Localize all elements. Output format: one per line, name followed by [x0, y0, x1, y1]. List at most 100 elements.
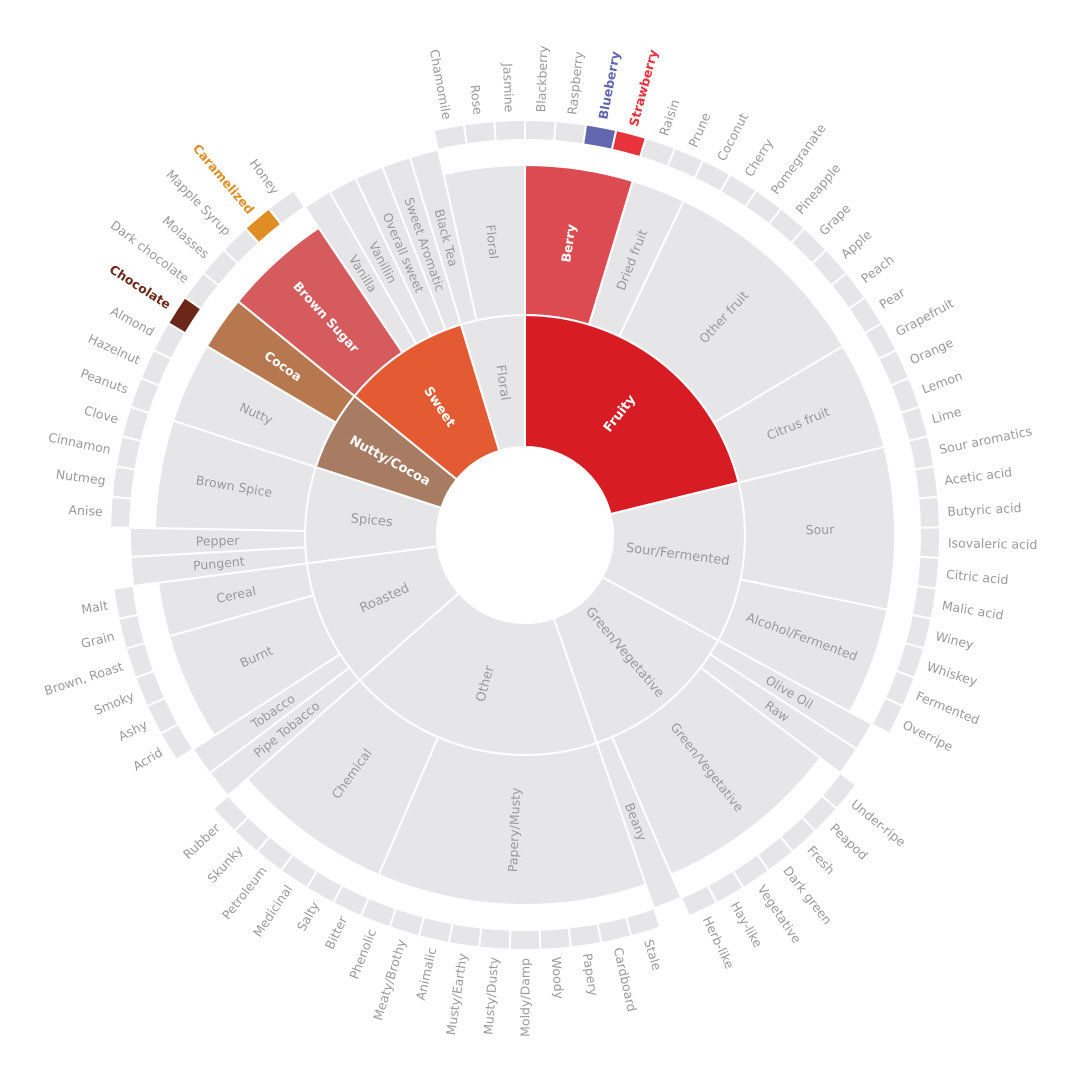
label-leaf-orange: Orange: [907, 335, 956, 368]
center-hole: [438, 448, 612, 622]
leaf-segment-overripe[interactable]: [870, 696, 905, 735]
label-leaf-molasses: Molasses: [160, 213, 213, 262]
leaf-segment-rose[interactable]: [462, 120, 497, 146]
label-leaf-cherry: Cherry: [741, 135, 776, 179]
label-leaf-pear: Pear: [876, 284, 908, 312]
label-leaf-acrid: Acrid: [130, 745, 165, 774]
leaf-segment-citric-acid[interactable]: [915, 555, 941, 590]
label-leaf-moldy-damp: Moldy/Damp: [518, 958, 533, 1037]
leaf-segment-cinnamon[interactable]: [114, 435, 143, 471]
label-leaf-sour-aromatics: Sour aromatics: [938, 423, 1033, 457]
label-leaf-chamomile: Chamomile: [427, 48, 455, 121]
label-leaf-musty-dusty: Musty/Dusty: [481, 956, 502, 1036]
leaf-segment-woody[interactable]: [538, 926, 573, 951]
label-leaf-winey: Winey: [934, 628, 976, 652]
leaf-segment-butyric-acid[interactable]: [917, 495, 941, 529]
label-leaf-isovaleric-acid: Isovaleric acid: [948, 535, 1038, 552]
label-leaf-apple: Apple: [838, 227, 875, 262]
label-leaf-clove: Clove: [82, 402, 120, 426]
leaf-segment-isovaleric-acid[interactable]: [918, 526, 941, 560]
label-leaf-anise: Anise: [68, 502, 103, 519]
label-leaf-malt: Malt: [80, 598, 109, 617]
leaf-segment-stale[interactable]: [624, 907, 662, 938]
leaf-segment-chamomile[interactable]: [432, 123, 468, 151]
label-leaf-peapod: Peapod: [827, 820, 871, 862]
leaf-segment-malic-acid[interactable]: [910, 584, 938, 620]
leaf-segment-acetic-acid[interactable]: [913, 465, 940, 500]
leaf-segment-malt[interactable]: [112, 584, 140, 620]
label-subcategory-sour: Sour: [805, 522, 835, 538]
leaf-segment-cardboard[interactable]: [596, 915, 633, 945]
leaf-segment-nutmeg[interactable]: [110, 465, 137, 500]
label-subcategory-papery-musty: Papery/Musty: [505, 787, 523, 873]
label-leaf-fermented: Fermented: [914, 688, 982, 727]
label-leaf-malic-acid: Malic acid: [941, 598, 1005, 623]
leaf-segment-raspberry[interactable]: [553, 120, 588, 146]
label-category-spices: Spices: [350, 511, 393, 530]
label-leaf-cinnamon: Cinnamon: [47, 429, 112, 457]
label-leaf-rubber: Rubber: [180, 820, 223, 862]
label-subcategory-pepper: Pepper: [196, 533, 241, 549]
label-leaf-cardboard: Cardboard: [611, 946, 640, 1013]
label-leaf-butyric-acid: Butyric acid: [947, 500, 1022, 519]
label-leaf-whiskey: Whiskey: [925, 659, 980, 690]
leaf-segment-blackberry[interactable]: [524, 118, 557, 143]
label-leaf-peanuts: Peanuts: [79, 365, 131, 396]
leaf-segment-blueberry[interactable]: [582, 123, 618, 151]
label-leaf-fresh: Fresh: [804, 843, 838, 878]
label-leaf-musty-earthy: Musty/Earthy: [443, 952, 470, 1037]
label-leaf-brown-roast: Brown, Roast: [42, 659, 125, 699]
leaf-segment-sour-aromatics[interactable]: [907, 435, 936, 471]
label-leaf-meaty-brothy: Meaty/Brothy: [370, 937, 409, 1022]
subcategory-segment-floral[interactable]: [442, 163, 526, 322]
label-leaf-almond: Almond: [108, 303, 157, 339]
label-leaf-coconut: Coconut: [714, 111, 751, 164]
leaf-segment-anise[interactable]: [109, 495, 133, 529]
label-leaf-nutmeg: Nutmeg: [55, 467, 107, 488]
label-leaf-jasmine: Jasmine: [500, 62, 517, 113]
label-leaf-blueberry: Blueberry: [595, 50, 622, 121]
label-leaf-rose: Rose: [467, 84, 485, 116]
leaf-segment-papery[interactable]: [567, 922, 603, 949]
label-leaf-grape: Grape: [816, 200, 854, 238]
label-leaf-peach: Peach: [858, 252, 897, 286]
label-leaf-herb-like: Herb-like: [700, 914, 738, 971]
label-leaf-strawberry: Strawberry: [626, 48, 661, 128]
label-subcategory-pungent: Pungent: [192, 554, 245, 574]
label-leaf-overripe: Overripe: [900, 717, 955, 755]
label-leaf-smoky: Smoky: [92, 688, 137, 718]
label-leaf-animalic: Animalic: [413, 946, 439, 1002]
label-leaf-lime: Lime: [930, 404, 964, 427]
label-leaf-citric-acid: Citric acid: [946, 567, 1010, 588]
label-leaf-blackberry: Blackberry: [533, 45, 550, 113]
leaf-segment-musty-earthy[interactable]: [447, 922, 483, 949]
label-leaf-ashy: Ashy: [116, 717, 150, 744]
label-leaf-raisin: Raisin: [656, 97, 682, 137]
leaf-segment-grain[interactable]: [117, 613, 147, 650]
label-subcategory-floral: Floral: [483, 224, 502, 260]
label-leaf-papery: Papery: [580, 952, 601, 997]
label-leaf-prune: Prune: [685, 110, 713, 149]
label-leaf-raspberry: Raspberry: [564, 50, 586, 115]
label-leaf-skunky: Skunky: [204, 842, 246, 886]
leaf-segment-lime[interactable]: [899, 405, 930, 443]
label-category-floral: Floral: [492, 364, 512, 402]
label-leaf-stale: Stale: [641, 937, 665, 972]
label-leaf-salty: Salty: [294, 898, 323, 933]
label-leaf-honey: Honey: [247, 156, 283, 198]
label-leaf-hazelnut: Hazelnut: [86, 331, 143, 368]
label-leaf-lemon: Lemon: [920, 368, 965, 397]
label-leaf-hay-like: Hay-like: [728, 899, 766, 950]
label-leaf-medicinal: Medicinal: [250, 882, 296, 940]
leaf-segment-jasmine[interactable]: [493, 118, 526, 143]
label-leaf-bitter: Bitter: [322, 913, 351, 952]
leaf-segment-moldy-damp[interactable]: [508, 928, 542, 952]
label-subcategory-berry: Berry: [558, 223, 579, 263]
segments-layer: [109, 118, 941, 952]
label-leaf-phenolic: Phenolic: [346, 927, 379, 982]
label-leaf-acetic-acid: Acetic acid: [943, 464, 1012, 488]
label-leaf-grapefruit: Grapefruit: [893, 295, 956, 339]
leaf-segment-musty-dusty[interactable]: [477, 926, 512, 951]
